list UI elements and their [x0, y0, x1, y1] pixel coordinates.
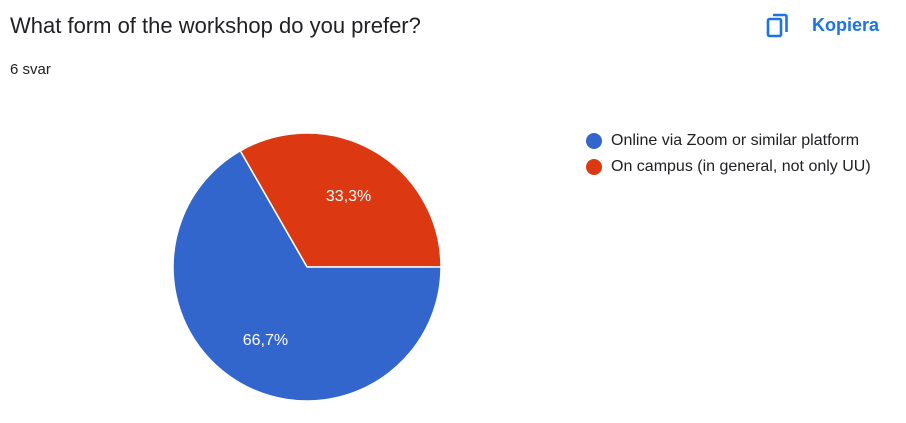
chart-legend: Online via Zoom or similar platform On c… — [586, 130, 886, 182]
pie-slice-labels: 33,3% 66,7% — [243, 188, 372, 349]
legend-marker-online — [586, 133, 602, 149]
pie-slices — [172, 132, 442, 402]
pie-label-on-campus: 33,3% — [326, 188, 371, 205]
question-title: What form of the workshop do you prefer? — [10, 13, 421, 38]
legend-marker-on-campus — [586, 159, 602, 175]
pie-slice-on-campus[interactable] — [239, 132, 442, 268]
pie-slice-online[interactable] — [172, 149, 442, 402]
response-count: 6 svar — [10, 61, 51, 78]
legend-label-on-campus: On campus (in general, not only UU) — [611, 158, 871, 175]
copy-icon — [766, 13, 788, 38]
legend-label-online: Online via Zoom or similar platform — [611, 132, 860, 149]
copy-button-label: Kopiera — [812, 15, 880, 35]
legend-item-on-campus[interactable]: On campus (in general, not only UU) — [586, 156, 886, 178]
copy-button[interactable]: Kopiera — [764, 8, 879, 42]
pie-label-online: 66,7% — [243, 332, 288, 349]
legend-item-online[interactable]: Online via Zoom or similar platform — [586, 130, 886, 152]
